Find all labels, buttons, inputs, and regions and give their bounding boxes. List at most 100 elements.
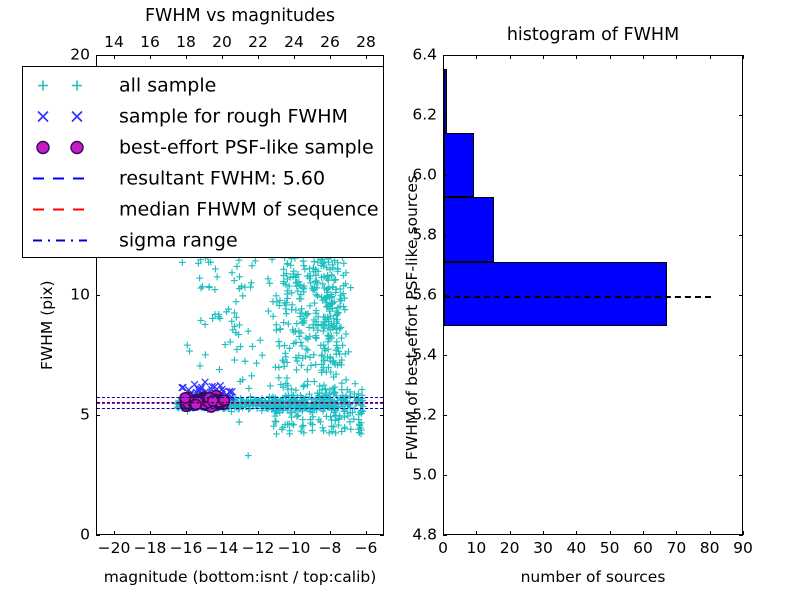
histogram-xtick (643, 531, 644, 535)
scatter-title: FWHM vs magnitudes (145, 8, 335, 26)
scatter-xticklabel: −18 (134, 541, 167, 557)
scatter-ytick (96, 55, 100, 56)
histogram-ytick (443, 535, 447, 536)
scatter-top-xtick (114, 55, 115, 59)
histogram-xtick-mirror (510, 55, 511, 59)
figure-canvas: −20−18−16−14−12−10−8−6141618202224262805… (0, 0, 800, 600)
scatter-top-xticklabel: 16 (140, 35, 160, 51)
histogram-bar (444, 69, 447, 133)
histogram-xtick-mirror (476, 55, 477, 59)
scatter-hline-median-fhwm-of-sequence (97, 403, 383, 404)
scatter-top-xtick (150, 55, 151, 59)
histogram-ytick-mirror (739, 175, 743, 176)
scatter-top-xtick (366, 55, 367, 59)
scatter-ytick-mirror (380, 295, 384, 296)
histogram-xtick-mirror (543, 55, 544, 59)
histogram-bar (444, 262, 667, 326)
scatter-top-xticklabel: 20 (212, 35, 232, 51)
histogram-ytick-mirror (739, 295, 743, 296)
scatter-top-xtick (294, 55, 295, 59)
scatter-top-xticklabel: 28 (356, 35, 376, 51)
scatter-top-xtick (258, 55, 259, 59)
scatter-xticklabel: −14 (206, 541, 239, 557)
histogram-xticklabel: 50 (600, 541, 620, 557)
histogram-xtick-mirror (676, 55, 677, 59)
scatter-ytick-mirror (380, 535, 384, 536)
histogram-xtick (543, 531, 544, 535)
histogram-ytick (443, 55, 447, 56)
scatter-xtick (150, 531, 151, 535)
scatter-xticklabel: −20 (98, 541, 131, 557)
scatter-xtick (186, 531, 187, 535)
dashed-line-icon (23, 194, 115, 225)
histogram-ytick (443, 415, 447, 416)
histogram-xtick-mirror (710, 55, 711, 59)
scatter-xticklabel: −6 (355, 541, 378, 557)
cross-icon (23, 101, 115, 132)
histogram-xticklabel: 40 (566, 541, 586, 557)
histogram-ylabel: FWHM of best-effort PSF-like sources (405, 175, 421, 460)
legend-marker-dashdot-line-icon (23, 225, 115, 256)
histogram-axes (443, 55, 743, 535)
legend-label: sigma range (119, 231, 238, 250)
legend-marker-dashed-line-icon (23, 194, 115, 225)
scatter-top-xticklabel: 22 (248, 35, 268, 51)
scatter-top-xticklabel: 24 (284, 35, 304, 51)
filled-circle-icon (23, 132, 115, 163)
histogram-ytick (443, 355, 447, 356)
scatter-xtick (294, 531, 295, 535)
scatter-yticklabel: 20 (52, 47, 90, 63)
histogram-title: histogram of FWHM (507, 27, 679, 45)
histogram-ytick (443, 475, 447, 476)
histogram-xtick (710, 531, 711, 535)
histogram-xticklabel: 80 (700, 541, 720, 557)
legend-row: all sample (23, 70, 383, 101)
scatter-ytick-mirror (380, 55, 384, 56)
histogram-ytick-mirror (739, 535, 743, 536)
scatter-xticklabel: −12 (242, 541, 275, 557)
histogram-ytick-mirror (739, 475, 743, 476)
scatter-ytick (96, 535, 100, 536)
histogram-yticklabel: 6.2 (395, 107, 437, 123)
histogram-yticklabel: 6.4 (395, 47, 437, 63)
histogram-ytick-mirror (739, 235, 743, 236)
scatter-top-xticklabel: 26 (320, 35, 340, 51)
histogram-xticklabel: 10 (466, 541, 486, 557)
scatter-hline-sigma-upper (97, 397, 383, 398)
histogram-xticklabel: 90 (733, 541, 753, 557)
scatter-yticklabel: 5 (52, 407, 90, 423)
histogram-xlabel: number of sources (521, 570, 666, 586)
histogram-xtick (610, 531, 611, 535)
histogram-xticklabel: 0 (438, 541, 448, 557)
dashdot-line-icon (23, 225, 115, 256)
legend-label: best-effort PSF-like sample (119, 138, 374, 157)
scatter-yticklabel: 0 (52, 527, 90, 543)
legend-marker-filled-circle-icon (23, 132, 115, 163)
histogram-reference-line (444, 296, 711, 298)
scatter-xtick (114, 531, 115, 535)
scatter-ytick-mirror (380, 415, 384, 416)
histogram-xticklabel: 60 (633, 541, 653, 557)
scatter-hline-sigma-lower (97, 408, 383, 409)
scatter-xtick (366, 531, 367, 535)
histogram-xtick (576, 531, 577, 535)
scatter-xticklabel: −8 (319, 541, 342, 557)
histogram-ytick-mirror (739, 55, 743, 56)
legend-label: resultant FWHM: 5.60 (119, 169, 325, 188)
legend-row: median FHWM of sequence (23, 194, 383, 225)
histogram-xtick (676, 531, 677, 535)
scatter-top-xticklabel: 18 (176, 35, 196, 51)
legend-row: sample for rough FWHM (23, 101, 383, 132)
scatter-top-xticklabel: 14 (104, 35, 124, 51)
legend-row: best-effort PSF-like sample (23, 132, 383, 163)
legend-row: sigma range (23, 225, 383, 256)
legend-marker-plus-icon (23, 70, 115, 101)
scatter-xticklabel: −16 (170, 541, 203, 557)
scatter-xtick (222, 531, 223, 535)
histogram-xtick (476, 531, 477, 535)
histogram-xtick-mirror (643, 55, 644, 59)
histogram-xtick-mirror (743, 55, 744, 59)
histogram-xticklabel: 70 (666, 541, 686, 557)
dashed-line-icon (23, 163, 115, 194)
legend-box: all samplesample for rough FWHM best-effo… (22, 66, 384, 258)
